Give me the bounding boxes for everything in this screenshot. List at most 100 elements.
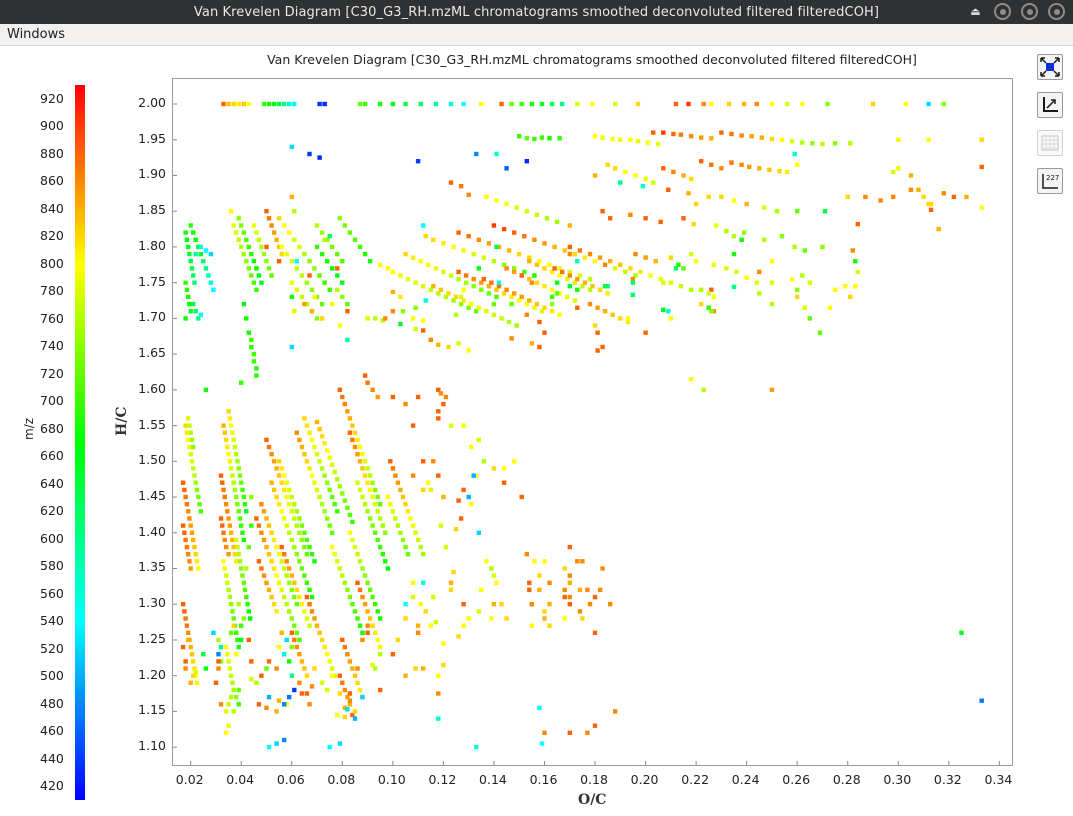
data-point [681, 216, 686, 221]
data-point [216, 652, 221, 657]
close-button[interactable] [1048, 3, 1065, 20]
data-point [309, 609, 315, 614]
shade-window-icon[interactable]: ⏏ [970, 5, 981, 18]
data-point [357, 101, 363, 107]
data-point [355, 452, 360, 457]
data-point [251, 223, 257, 228]
data-point [724, 229, 729, 234]
data-point [223, 502, 229, 507]
data-point [731, 234, 737, 239]
data-point [699, 301, 704, 307]
data-point [247, 616, 253, 621]
color-scale-tick: 520 [40, 640, 64, 656]
plot-title: Van Krevelen Diagram [C30_G3_RH.mzML chr… [267, 52, 917, 67]
data-point [234, 537, 239, 543]
data-point [292, 309, 297, 314]
data-point [345, 309, 350, 314]
data-point [476, 530, 481, 535]
annotation-button[interactable]: 227 [1037, 168, 1063, 194]
y-tick-label: 1.60 [138, 380, 166, 396]
data-point [360, 466, 365, 471]
data-point [226, 101, 231, 107]
data-point [342, 705, 347, 710]
data-point [227, 459, 233, 464]
data-point [656, 141, 661, 147]
data-point [456, 341, 461, 346]
fit-view-button[interactable] [1037, 54, 1063, 80]
data-point [661, 307, 666, 312]
data-point [266, 444, 272, 450]
data-point [297, 516, 302, 521]
maximize-button[interactable] [1021, 3, 1038, 20]
data-point [287, 530, 292, 535]
data-point [542, 730, 547, 735]
data-point [853, 284, 858, 289]
scatter-plot-area[interactable] [172, 78, 1013, 766]
data-point [403, 616, 408, 621]
data-point [491, 223, 497, 228]
data-point [908, 173, 914, 178]
data-point [706, 291, 711, 296]
data-point [595, 305, 600, 310]
data-point [921, 194, 926, 200]
data-point [186, 437, 191, 443]
data-point [241, 301, 246, 307]
data-point [673, 101, 679, 107]
data-point [635, 139, 641, 144]
data-point [688, 251, 694, 257]
data-point [519, 273, 524, 278]
data-point [228, 673, 234, 678]
data-point [251, 351, 257, 357]
scatter-plot [173, 101, 1000, 765]
data-point [193, 669, 198, 675]
data-point [302, 251, 307, 257]
minimize-button[interactable] [994, 3, 1011, 20]
data-point [307, 702, 312, 707]
data-point [335, 287, 340, 292]
data-point [719, 130, 724, 135]
data-point [476, 266, 481, 271]
data-point [795, 209, 800, 214]
data-point [466, 348, 471, 353]
data-point [197, 502, 202, 507]
data-point [325, 516, 330, 521]
data-point [370, 523, 375, 528]
data-point [276, 502, 282, 507]
data-point [360, 594, 365, 600]
color-scale-tick: 620 [40, 503, 64, 519]
menu-windows[interactable]: Windows [7, 27, 66, 42]
data-point [183, 659, 188, 664]
data-point [537, 259, 542, 264]
data-point [264, 209, 269, 214]
x-tick-label: 0.06 [276, 772, 305, 787]
data-point [456, 634, 461, 639]
data-point [330, 462, 335, 468]
data-point [367, 516, 373, 521]
axes-button[interactable] [1037, 92, 1063, 118]
data-point [282, 487, 287, 493]
data-point [769, 259, 775, 264]
grid-button[interactable] [1037, 130, 1063, 156]
data-point [474, 473, 479, 478]
data-point [595, 348, 600, 353]
data-point [319, 502, 325, 507]
data-point [557, 291, 562, 296]
data-point [855, 221, 860, 227]
x-tick-label: 0.18 [580, 772, 608, 787]
data-point [769, 387, 775, 392]
data-point [325, 687, 330, 693]
data-point [567, 273, 572, 278]
data-point [979, 137, 984, 142]
data-point [580, 559, 585, 564]
data-point [539, 135, 545, 140]
data-point [795, 294, 800, 300]
data-point [436, 291, 441, 296]
data-point [235, 544, 240, 550]
data-point [428, 337, 433, 342]
data-point [292, 237, 297, 242]
data-point [524, 312, 529, 317]
data-point [486, 241, 492, 246]
data-point [686, 191, 691, 196]
data-point [314, 223, 320, 228]
data-point [928, 207, 934, 212]
